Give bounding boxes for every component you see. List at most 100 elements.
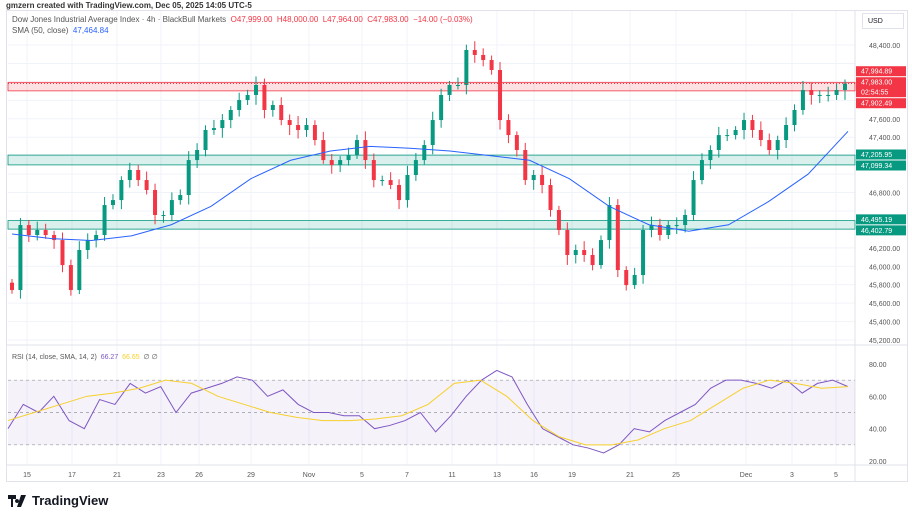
time-tick: Nov bbox=[303, 472, 316, 479]
candle-body bbox=[683, 214, 688, 226]
candle-body bbox=[254, 85, 259, 95]
candle-body bbox=[615, 205, 620, 271]
tradingview-logo: TradingView bbox=[8, 493, 108, 508]
candle-body bbox=[540, 174, 545, 186]
price-tick: 45,200.00 bbox=[869, 338, 900, 345]
candle-body bbox=[18, 225, 23, 291]
candle-body bbox=[94, 234, 99, 241]
candle-body bbox=[565, 230, 570, 256]
candle-body bbox=[43, 230, 48, 235]
change-value: −14.00 (−0.03%) bbox=[413, 15, 473, 24]
candle-body bbox=[489, 60, 494, 70]
low-value: L47,964.00 bbox=[322, 15, 363, 24]
candle-body bbox=[775, 140, 780, 151]
time-tick: 5 bbox=[834, 472, 838, 479]
candle-body bbox=[338, 160, 343, 166]
candle-body bbox=[245, 94, 250, 101]
candle-body bbox=[809, 89, 814, 95]
price-tick: 48,400.00 bbox=[869, 43, 900, 50]
candle-body bbox=[380, 180, 385, 182]
credit-text: gmzern created with TradingView.com, Dec… bbox=[6, 1, 252, 10]
candle-body bbox=[624, 270, 629, 286]
candle-body bbox=[397, 185, 402, 201]
time-tick: 13 bbox=[493, 472, 501, 479]
price-tick: 46,000.00 bbox=[869, 264, 900, 271]
candle-body bbox=[329, 160, 334, 166]
symbol-title[interactable]: Dow Jones Industrial Average Index · 4h … bbox=[12, 15, 227, 24]
candle-body bbox=[371, 160, 376, 181]
time-tick: 11 bbox=[448, 472, 455, 479]
chart-frame[interactable] bbox=[6, 10, 908, 482]
price-label-bg bbox=[856, 225, 906, 236]
time-tick: 17 bbox=[68, 472, 76, 479]
candle-body bbox=[641, 230, 646, 276]
zone-price-label: 46,402.79 bbox=[861, 228, 892, 235]
candle-body bbox=[649, 225, 654, 231]
candle-body bbox=[498, 69, 503, 121]
candle-body bbox=[750, 120, 755, 130]
candle-body bbox=[26, 225, 31, 235]
close-value: C47,983.00 bbox=[367, 15, 409, 24]
candle-body bbox=[792, 109, 797, 126]
time-tick: 21 bbox=[626, 472, 634, 479]
zone-price-label: 47,994.89 bbox=[861, 69, 892, 76]
candle-body bbox=[110, 200, 115, 206]
logo-text: TradingView bbox=[32, 493, 109, 508]
candle-body bbox=[35, 230, 40, 235]
zone-rect bbox=[7, 81, 856, 92]
price-label-bg bbox=[856, 98, 906, 109]
currency-button[interactable]: USD bbox=[862, 13, 904, 29]
candle-body bbox=[758, 129, 763, 141]
rsi-legend: RSI (14, close, SMA, 14, 2) 66.27 66.65 … bbox=[12, 353, 158, 361]
price-tick: 45,600.00 bbox=[869, 301, 900, 308]
candle-body bbox=[195, 150, 200, 161]
candle-body bbox=[119, 180, 124, 201]
price-label-bg bbox=[856, 77, 906, 98]
candle-body bbox=[439, 94, 444, 121]
candle-body bbox=[784, 125, 789, 141]
candle-body bbox=[817, 94, 822, 96]
candle-body bbox=[102, 205, 107, 235]
candle-body bbox=[733, 129, 738, 136]
candle-body bbox=[725, 135, 730, 137]
high-value: H48,000.00 bbox=[276, 15, 319, 24]
rsi-value: 66.27 bbox=[100, 354, 119, 361]
time-tick: 21 bbox=[113, 472, 121, 479]
candle-body bbox=[178, 194, 183, 201]
time-tick: 19 bbox=[568, 472, 576, 479]
candle-body bbox=[304, 125, 309, 130]
chart-legend: Dow Jones Industrial Average Index · 4h … bbox=[12, 14, 473, 36]
candle-body bbox=[346, 154, 351, 161]
price-label-bg bbox=[856, 149, 906, 160]
candle-body bbox=[186, 160, 191, 195]
rsi-tick: 20.00 bbox=[869, 459, 887, 466]
last-price-label: 47,983.00 bbox=[861, 80, 892, 87]
rsi-line bbox=[7, 369, 849, 454]
candle-body bbox=[632, 275, 637, 286]
candle-body bbox=[169, 200, 174, 215]
sma-line bbox=[11, 130, 849, 241]
sma-value: 47,464.84 bbox=[72, 26, 109, 35]
rsi-label[interactable]: RSI (14, close, SMA, 14, 2) bbox=[12, 354, 97, 361]
sma-label[interactable]: SMA (50, close) bbox=[12, 26, 69, 35]
candle-body bbox=[203, 129, 208, 151]
candle-body bbox=[464, 49, 469, 86]
candle-body bbox=[144, 180, 149, 191]
candle-body bbox=[211, 128, 216, 130]
price-tick: 47,600.00 bbox=[869, 117, 900, 124]
price-tick: 46,200.00 bbox=[869, 246, 900, 253]
candle-body bbox=[843, 83, 847, 90]
zone-price-label: 46,495.19 bbox=[861, 217, 892, 224]
candle-body bbox=[422, 145, 427, 161]
rsi-tick: 40.00 bbox=[869, 427, 887, 434]
candle-body bbox=[531, 174, 536, 181]
candle-body bbox=[279, 105, 284, 121]
candle-body bbox=[826, 94, 831, 96]
candle-body bbox=[699, 160, 704, 181]
candle-body bbox=[472, 49, 477, 55]
candle-body bbox=[767, 140, 772, 151]
candle-body bbox=[296, 125, 301, 130]
candle-body bbox=[455, 85, 460, 87]
rsi-extra: ∅ ∅ bbox=[143, 354, 158, 361]
